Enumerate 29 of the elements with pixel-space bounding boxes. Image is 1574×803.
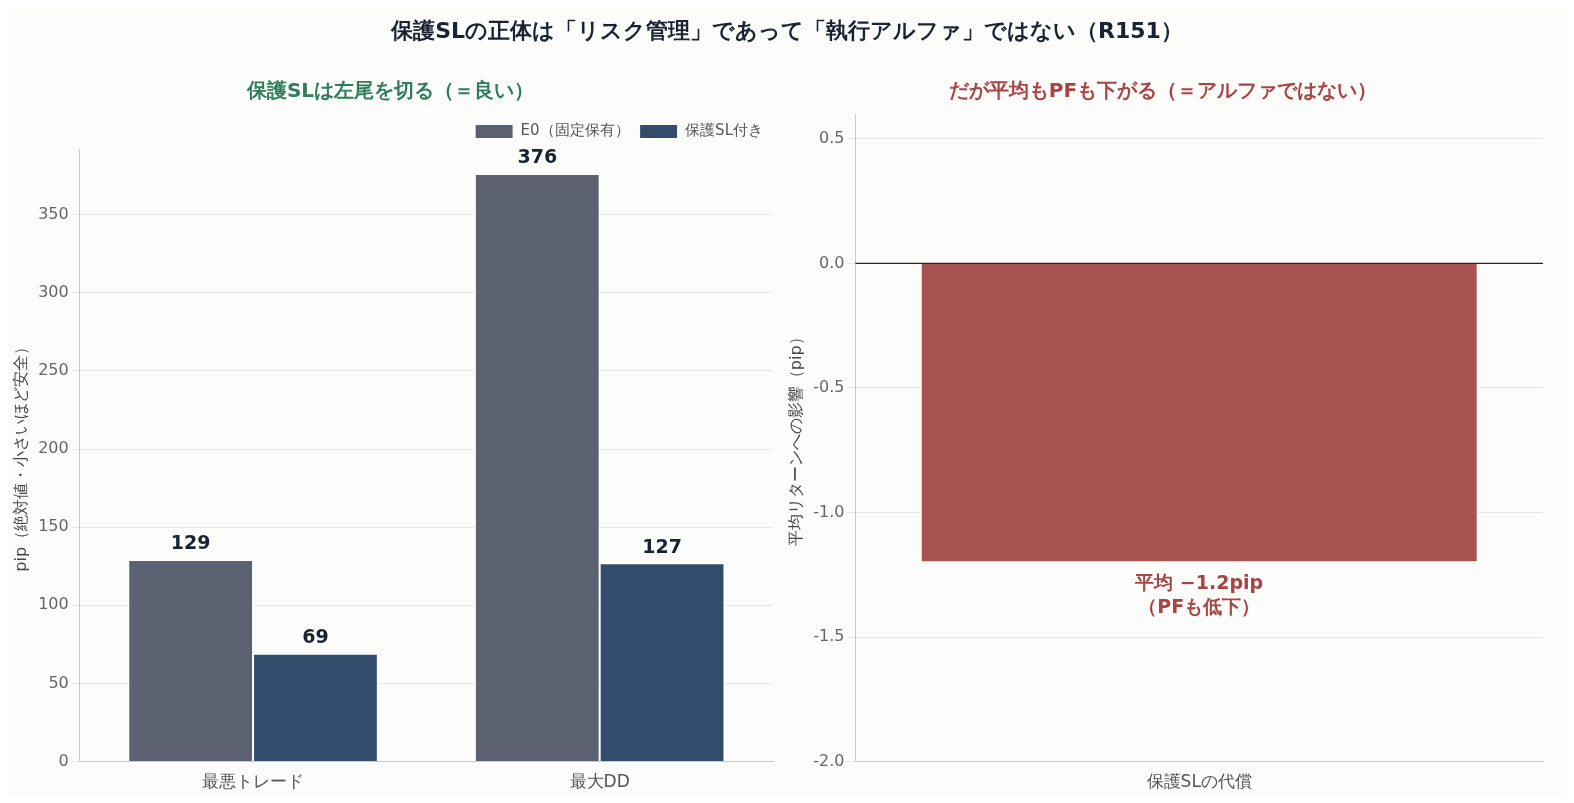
chart-subtitle: 保護SLは左尾を切る（＝良い） [245,78,535,103]
chart-title: だが平均もPFも下がる（＝アルファではない） [948,78,1378,103]
y-tick-label: 300 [38,281,69,301]
y-tick-label: 200 [38,438,69,458]
y-tick-label: -1.5 [813,626,845,646]
y-axis-title: pip（絶対値・小さいほど安全） [10,338,30,572]
y-tick-label: 100 [38,594,69,614]
y-tick-label: 350 [38,203,69,223]
y-tick-label: -0.5 [813,377,845,397]
y-tick-label: 50 [48,672,69,692]
x-tick-label: 最悪トレード [202,771,305,792]
annotation: 平均 −1.2pip （PFも低下） [1134,570,1264,617]
x-tick-label: 最大DD [569,771,630,792]
legend-label: 保護SL付き [685,121,764,140]
data-label: 127 [642,534,682,557]
data-label: 129 [170,531,211,554]
data-label: 376 [517,145,558,168]
y-tick-label: 0.5 [818,128,845,148]
data-label: 69 [302,625,329,648]
y-tick-label: 250 [38,360,69,380]
y-tick-label: 0 [58,750,69,770]
y-tick-label: -2.0 [813,750,845,770]
y-tick-label: 0.0 [818,252,845,272]
y-tick-label: 150 [38,516,69,536]
y-axis-title: 平均リターンへの影響（pip） [785,329,805,547]
y-tick-label: -1.0 [813,501,845,521]
legend-label: E0（固定保有） [520,121,630,140]
x-tick-label: 保護SLの代償 [1146,771,1252,792]
chart-title: 保護SLの正体は「リスク管理」であって「執行アルファ」ではない（R151） [389,17,1184,45]
